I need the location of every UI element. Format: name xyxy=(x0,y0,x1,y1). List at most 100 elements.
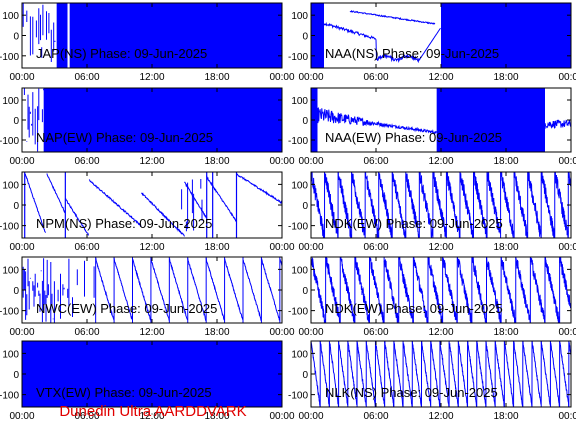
y-tick-label: -100 xyxy=(288,52,308,63)
y-tick-label: -100 xyxy=(288,307,308,318)
sawtooth-segment-2 xyxy=(328,342,339,407)
x-tick-label: 18:00 xyxy=(204,411,229,422)
x-tick-label: 18:00 xyxy=(493,327,518,338)
series-6 xyxy=(22,257,282,323)
x-tick-label: 06:00 xyxy=(363,242,388,253)
sawtooth-segment-12 xyxy=(421,341,432,406)
sawtooth-segment-3 xyxy=(338,341,349,406)
x-tick-label: 12:00 xyxy=(139,242,164,253)
sawtooth-segment-8 xyxy=(418,172,434,238)
sawtooth-segment-21 xyxy=(503,341,514,407)
footer-label: Dunedin Ultra AARDDVARK xyxy=(59,403,247,420)
x-tick-label: 06:00 xyxy=(363,411,388,422)
series-5 xyxy=(311,172,571,238)
x-tick-label: 18:00 xyxy=(493,72,518,83)
x-tick-label: 18:00 xyxy=(204,156,229,167)
x-tick-label: 12:00 xyxy=(428,327,453,338)
sawtooth-segment-13 xyxy=(430,341,441,407)
x-tick-label: 06:00 xyxy=(74,242,99,253)
sawtooth-segment-24 xyxy=(531,341,542,405)
sawtooth-segment-8 xyxy=(427,257,443,323)
phase-segment-9 xyxy=(261,258,280,321)
panel-5: 1000-10000:0006:0012:0018:0000:00NDK(EW)… xyxy=(288,171,576,253)
sawtooth-segment-23 xyxy=(522,341,533,407)
y-tick-label: 0 xyxy=(302,201,308,212)
x-tick-label: 12:00 xyxy=(139,327,164,338)
x-tick-label: 06:00 xyxy=(74,72,99,83)
series-2 xyxy=(23,88,282,152)
sawtooth-segment-10 xyxy=(457,257,473,323)
x-tick-label: 00:00 xyxy=(9,72,34,83)
x-tick-label: 12:00 xyxy=(139,411,164,422)
sawtooth-segment-1 xyxy=(319,341,330,407)
phase-segment-5 xyxy=(187,258,207,322)
y-tick-label: -100 xyxy=(288,391,308,402)
y-tick-label: -100 xyxy=(0,136,19,147)
x-tick-label: 18:00 xyxy=(493,411,518,422)
phase-segment-6 xyxy=(205,257,225,321)
phase-segment-8 xyxy=(242,259,262,322)
sawtooth-segment-20 xyxy=(494,341,505,407)
series-7 xyxy=(311,257,571,323)
series-9 xyxy=(311,341,571,407)
series-1 xyxy=(311,3,571,68)
phase-segment-7 xyxy=(236,173,282,205)
noise-block-1 xyxy=(40,4,56,62)
y-tick-label: -100 xyxy=(288,222,308,233)
sawtooth-segment-16 xyxy=(527,172,542,238)
phase-segment-3 xyxy=(88,179,142,228)
sawtooth-segment-14 xyxy=(500,172,515,238)
x-tick-label: 00:00 xyxy=(558,327,576,338)
sawtooth-segment-7 xyxy=(375,341,386,406)
noise-block-0 xyxy=(311,3,324,68)
sawtooth-segment-10 xyxy=(402,342,413,407)
sawtooth-segment-15 xyxy=(529,257,546,323)
x-tick-label: 12:00 xyxy=(139,156,164,167)
panel-title: NWC(EW) Phase: 09-Jun-2025 xyxy=(36,301,217,316)
sawtooth-segment-4 xyxy=(347,341,358,406)
x-tick-label: 12:00 xyxy=(139,72,164,83)
x-tick-label: 00:00 xyxy=(9,411,34,422)
y-tick-label: 100 xyxy=(291,180,308,191)
x-tick-label: 00:00 xyxy=(269,72,294,83)
y-tick-label: 100 xyxy=(291,96,308,107)
sawtooth-segment-12 xyxy=(473,172,488,238)
sawtooth-segment-10 xyxy=(446,172,461,238)
y-tick-label: -100 xyxy=(0,391,19,402)
x-tick-label: 00:00 xyxy=(269,242,294,253)
noise-block-1 xyxy=(43,88,55,152)
x-tick-label: 00:00 xyxy=(9,327,34,338)
x-tick-label: 00:00 xyxy=(269,411,294,422)
noise-block-3 xyxy=(69,3,282,68)
noise-block-0 xyxy=(181,179,203,232)
phase-segment-2 xyxy=(132,258,151,321)
panel-title: VTX(EW) Phase: 09-Jun-2025 xyxy=(36,385,212,400)
sawtooth-segment-9 xyxy=(442,257,458,323)
sawtooth-segment-14 xyxy=(515,257,531,323)
phase-segment-5 xyxy=(184,181,207,219)
phase-segment-2 xyxy=(64,197,90,236)
sawtooth-segment-5 xyxy=(356,341,367,406)
noise-block-1 xyxy=(441,3,571,68)
sawtooth-segment-6 xyxy=(398,257,414,323)
sawtooth-segment-15 xyxy=(513,172,528,238)
sawtooth-segment-7 xyxy=(413,257,428,323)
series-8 xyxy=(22,341,282,407)
y-tick-label: 100 xyxy=(2,180,19,191)
sawtooth-segment-5 xyxy=(383,259,400,323)
x-tick-label: 00:00 xyxy=(298,327,323,338)
x-tick-label: 00:00 xyxy=(558,242,576,253)
sawtooth-segment-0 xyxy=(311,342,321,407)
sawtooth-segment-5 xyxy=(378,172,393,238)
panel-9: 1000-10000:0006:0012:0018:0000:00NLK(NS)… xyxy=(288,340,576,422)
sawtooth-segment-11 xyxy=(411,341,422,407)
sawtooth-segment-8 xyxy=(384,341,395,407)
x-tick-label: 00:00 xyxy=(269,156,294,167)
x-tick-label: 00:00 xyxy=(298,156,323,167)
sawtooth-segment-22 xyxy=(513,341,524,407)
sawtooth-segment-4 xyxy=(369,257,385,323)
